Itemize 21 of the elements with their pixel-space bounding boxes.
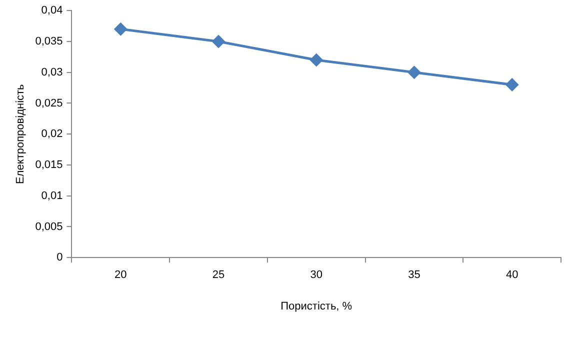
- point: [408, 66, 420, 79]
- point: [506, 78, 518, 91]
- point: [212, 35, 225, 48]
- point: [310, 54, 323, 66]
- y-tick-label: 0,03: [41, 66, 63, 78]
- y-tick-label: 0,035: [35, 36, 63, 48]
- x-tick-label: 20: [114, 269, 127, 282]
- y-tick-label: 0,025: [35, 97, 63, 110]
- y-tick-label: 0,015: [35, 159, 63, 172]
- point: [114, 22, 127, 36]
- y-tick-label: 0,005: [35, 220, 63, 233]
- y-tick-label: 0,04: [41, 4, 63, 17]
- y-tick-label: 0: [56, 252, 63, 264]
- y-tick-label: 0,02: [41, 128, 63, 140]
- x-tick-label: 35: [408, 269, 420, 282]
- x-axis-title: Пористість, %: [280, 300, 352, 312]
- x-tick-label: 30: [310, 269, 322, 282]
- x-tick-label: 25: [212, 269, 225, 282]
- x-tick-label: 40: [506, 269, 518, 282]
- y-tick-label: 0,01: [41, 190, 63, 202]
- y-axis-title: Електропровідність: [14, 84, 27, 184]
